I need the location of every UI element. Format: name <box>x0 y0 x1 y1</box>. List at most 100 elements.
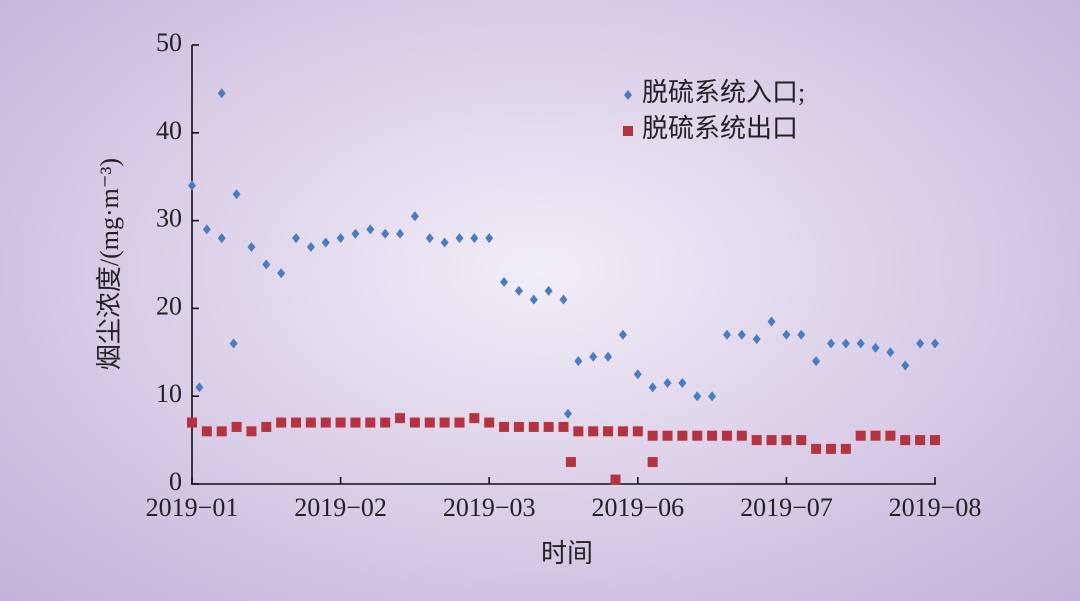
y-tick-label: 10 <box>156 379 182 408</box>
point <box>231 421 242 432</box>
point <box>216 426 227 437</box>
point <box>559 294 568 305</box>
point <box>232 189 241 200</box>
point <box>217 233 226 244</box>
point <box>812 356 821 367</box>
point <box>543 421 554 432</box>
point <box>514 285 523 296</box>
point <box>201 426 212 437</box>
point <box>291 417 302 428</box>
point <box>410 211 419 222</box>
point <box>195 382 204 393</box>
point <box>856 338 865 349</box>
point <box>440 237 449 248</box>
point <box>306 241 315 252</box>
point <box>900 435 911 446</box>
legend-label: 脱硫系统入口; <box>642 78 805 107</box>
point <box>588 426 599 437</box>
point <box>841 338 850 349</box>
point <box>455 233 464 244</box>
point <box>901 360 910 371</box>
point <box>885 430 896 441</box>
point <box>737 329 746 340</box>
point <box>247 241 256 252</box>
legend-marker <box>623 126 633 136</box>
point <box>366 224 375 235</box>
x-axis-title: 时间 <box>541 539 593 568</box>
point <box>662 430 673 441</box>
point <box>603 426 614 437</box>
y-tick-label: 50 <box>156 28 182 57</box>
point <box>321 237 330 248</box>
x-tick-label: 2019−02 <box>294 493 387 522</box>
x-tick-label: 2019−07 <box>740 493 833 522</box>
point <box>693 391 702 402</box>
point <box>886 347 895 358</box>
point <box>797 329 806 340</box>
point <box>752 334 761 345</box>
point <box>380 417 391 428</box>
point <box>454 417 465 428</box>
point <box>365 417 376 428</box>
y-tick-label: 30 <box>156 204 182 233</box>
point <box>513 421 524 432</box>
point <box>610 474 621 485</box>
point <box>188 180 196 191</box>
point <box>736 430 747 441</box>
point <box>840 443 851 454</box>
legend-label: 脱硫系统出口 <box>642 114 798 143</box>
x-tick-label: 2019−03 <box>443 493 536 522</box>
point <box>811 443 822 454</box>
point <box>825 443 836 454</box>
point <box>320 417 331 428</box>
point <box>439 417 450 428</box>
point <box>648 382 657 393</box>
legend-marker <box>624 90 632 100</box>
point <box>558 421 569 432</box>
point <box>529 294 538 305</box>
point <box>855 430 866 441</box>
y-tick-label: 20 <box>156 291 182 320</box>
point <box>305 417 316 428</box>
point <box>350 417 361 428</box>
point <box>217 88 226 99</box>
point <box>381 228 390 239</box>
point <box>916 338 925 349</box>
point <box>722 329 731 340</box>
point <box>678 378 687 389</box>
point <box>677 430 688 441</box>
point <box>544 285 553 296</box>
point <box>565 457 576 468</box>
point <box>781 435 792 446</box>
point <box>766 435 777 446</box>
point <box>563 408 572 419</box>
point <box>351 228 360 239</box>
point <box>751 435 762 446</box>
point <box>499 421 510 432</box>
point <box>647 457 658 468</box>
point <box>632 426 643 437</box>
point <box>604 351 613 362</box>
point <box>409 417 420 428</box>
point <box>261 421 272 432</box>
x-tick-label: 2019−08 <box>889 493 982 522</box>
point <box>573 426 584 437</box>
point <box>647 430 658 441</box>
point <box>707 430 718 441</box>
point <box>336 233 345 244</box>
point <box>633 369 642 380</box>
point <box>767 316 776 327</box>
point <box>292 233 301 244</box>
point <box>484 417 495 428</box>
x-tick-label: 2019−01 <box>146 493 239 522</box>
point <box>871 342 880 353</box>
point <box>663 378 672 389</box>
point <box>277 268 286 279</box>
point <box>335 417 346 428</box>
point <box>246 426 257 437</box>
x-tick-label: 2019−06 <box>591 493 684 522</box>
point <box>485 233 494 244</box>
point <box>500 277 509 288</box>
point <box>262 259 271 270</box>
